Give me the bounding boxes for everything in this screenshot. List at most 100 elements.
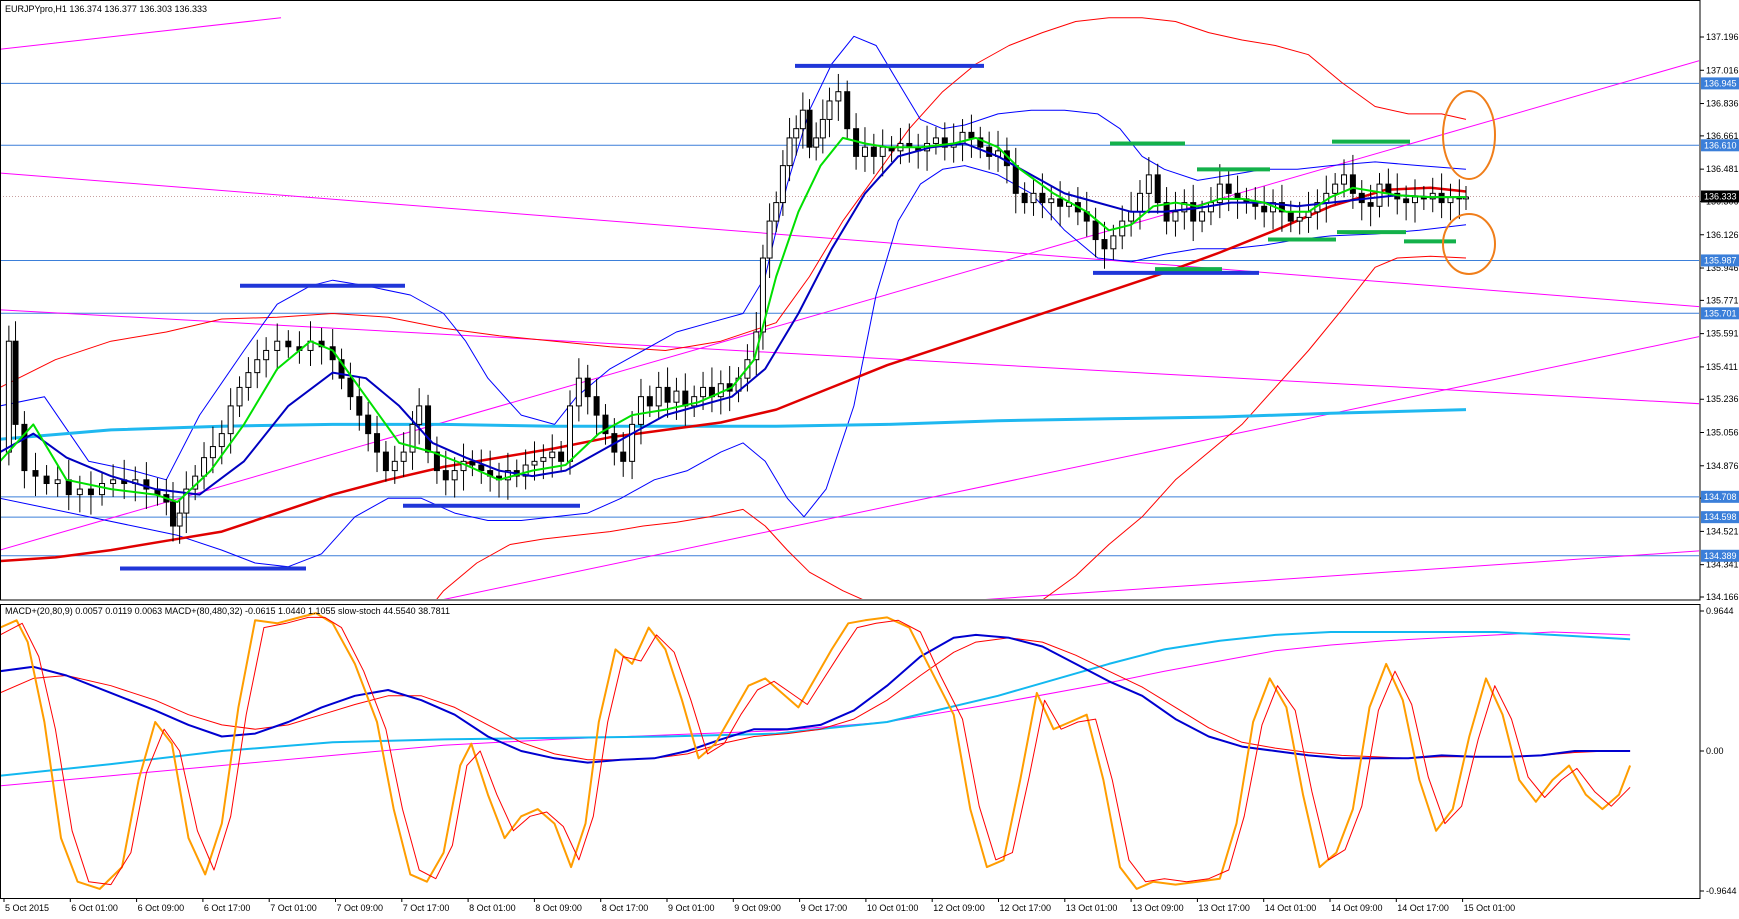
candle-body — [1190, 202, 1197, 222]
bollinger-red-upper — [1, 17, 1467, 388]
candle-body — [218, 433, 225, 448]
trendline — [1, 17, 282, 50]
candle-body — [1411, 196, 1418, 204]
candle-body — [32, 470, 39, 477]
candle-body — [245, 372, 252, 388]
time-tick-label: 6 Oct 01:00 — [71, 903, 118, 913]
candle-body — [1341, 174, 1348, 185]
candle-body — [1101, 239, 1108, 250]
indicator-tick-label: -0.9644 — [1706, 886, 1737, 896]
candle-body — [478, 464, 485, 472]
candle-body — [504, 470, 511, 481]
candle-body — [793, 128, 800, 139]
candle-body — [549, 451, 556, 459]
current-price-label: 136.333 — [1704, 191, 1737, 201]
candle-body — [1403, 198, 1410, 204]
candle-body — [236, 386, 243, 407]
candle-body — [1057, 198, 1064, 207]
moving-average-cyan — [1, 408, 1467, 441]
candle-body — [43, 475, 50, 485]
time-tick-label: 9 Oct 17:00 — [801, 903, 848, 913]
price-tick-label: 136.836 — [1706, 99, 1739, 109]
candle-body — [1181, 202, 1188, 213]
price-tick-label: 135.771 — [1706, 295, 1739, 305]
candle-body — [1385, 183, 1392, 194]
candle-body — [110, 479, 117, 485]
price-tick-label: 136.481 — [1706, 164, 1739, 174]
candle-body — [620, 451, 627, 462]
candle-body — [274, 340, 281, 351]
level-label-box — [1701, 549, 1739, 562]
candle-body — [1349, 174, 1356, 194]
candle-body — [861, 146, 868, 157]
candle-body — [717, 383, 724, 398]
candle-body — [1154, 174, 1161, 204]
price-panel[interactable] — [0, 17, 1739, 693]
indicator-panel[interactable] — [0, 612, 1632, 890]
candle-body — [374, 433, 381, 453]
candle-body — [209, 446, 216, 459]
candle-body — [201, 457, 208, 477]
candle-body — [451, 470, 458, 481]
candle-body — [932, 137, 939, 144]
candle-body — [254, 359, 261, 374]
price-tick-label: 135.236 — [1706, 394, 1739, 404]
candle-body — [968, 131, 975, 139]
candle-body — [977, 137, 984, 148]
candle-body — [1207, 202, 1214, 213]
candle-body — [1128, 211, 1135, 222]
candle-body — [169, 501, 176, 527]
macd-slow-line — [1, 631, 1631, 777]
price-tick-label: 134.341 — [1706, 560, 1739, 570]
candle-body — [54, 479, 61, 485]
trendline — [1, 309, 1699, 405]
time-tick-label: 15 Oct 01:00 — [1464, 903, 1516, 913]
candle-body — [5, 340, 12, 453]
price-tick-label: 134.166 — [1706, 592, 1739, 602]
highlight-ellipse — [1442, 90, 1496, 180]
candle-body — [835, 91, 842, 102]
time-tick-label: 14 Oct 09:00 — [1331, 903, 1383, 913]
candle-body — [338, 359, 345, 379]
candle-body — [558, 451, 565, 462]
candle-body — [540, 457, 547, 462]
candle-body — [1092, 220, 1099, 241]
candle-body — [879, 146, 886, 157]
candle-body — [99, 483, 106, 496]
moving-average-green — [1, 136, 1466, 503]
candle-body — [759, 257, 766, 333]
time-tick-label: 7 Oct 09:00 — [337, 903, 384, 913]
time-tick-label: 13 Oct 01:00 — [1066, 903, 1118, 913]
candle-body — [76, 488, 83, 496]
candle-body — [1199, 211, 1206, 222]
candle-body — [1048, 198, 1055, 204]
candle-body — [941, 137, 948, 148]
price-tick-label: 135.591 — [1706, 329, 1739, 339]
price-tick-label: 136.126 — [1706, 230, 1739, 240]
candle-body — [87, 488, 94, 496]
candle-body — [1287, 211, 1294, 222]
candle-body — [263, 349, 270, 361]
candle-body — [531, 460, 538, 466]
candle-body — [143, 479, 150, 490]
candle-body — [1039, 192, 1046, 204]
candle-body — [522, 464, 529, 477]
time-tick-label: 9 Oct 01:00 — [668, 903, 715, 913]
candle-body — [1278, 202, 1285, 213]
current-price-box — [1701, 190, 1739, 203]
time-tick-label: 6 Oct 17:00 — [204, 903, 251, 913]
time-tick-label: 8 Oct 09:00 — [535, 903, 582, 913]
candle-body — [433, 451, 440, 472]
candle-body — [1296, 216, 1303, 222]
candle-body — [566, 405, 573, 462]
candle-body — [673, 390, 680, 403]
candle-body — [584, 377, 591, 398]
candle-body — [1172, 211, 1179, 222]
candle-body — [1110, 235, 1117, 250]
candle-body — [227, 405, 234, 435]
price-tick-label: 135.411 — [1706, 362, 1738, 372]
candle-body — [391, 460, 398, 472]
candle-body — [602, 414, 609, 435]
